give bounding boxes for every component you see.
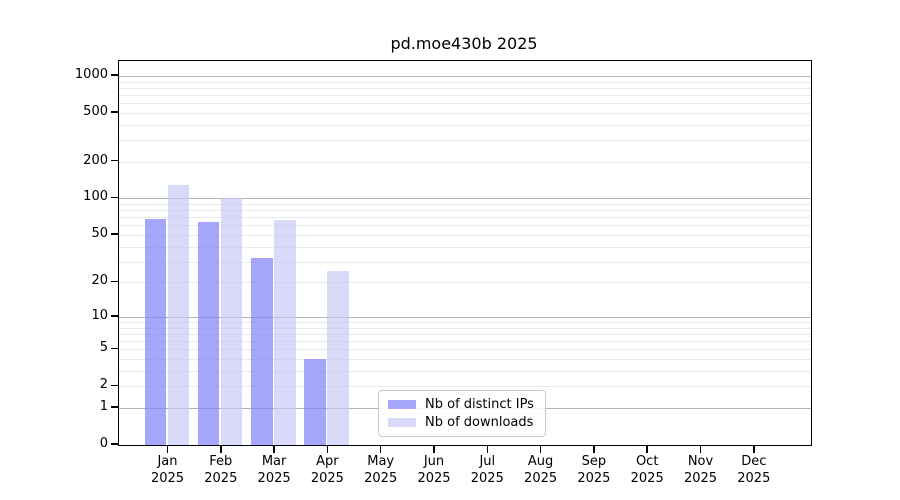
bar-apr-downloads: [327, 270, 349, 445]
y-tick-label: 200: [83, 152, 108, 168]
minor-gridline: [119, 327, 811, 329]
y-tick-label: 2: [99, 377, 108, 393]
y-tick-label: 0: [99, 436, 108, 451]
major-gridline: [119, 75, 811, 77]
y-tick-label: 1: [99, 398, 108, 414]
x-tick-label-feb: Feb 2025: [204, 454, 238, 486]
bar-jan-downloads: [167, 185, 189, 445]
y-tick-mark: [111, 233, 118, 235]
x-tick-label-jul: Jul 2025: [470, 454, 504, 486]
minor-gridline: [119, 81, 811, 83]
minor-gridline: [119, 210, 811, 212]
major-gridline: [119, 316, 811, 318]
minor-gridline: [119, 161, 811, 163]
y-tick-mark: [111, 315, 118, 317]
x-tick-mark: [646, 445, 648, 453]
x-tick-label-oct: Oct 2025: [630, 454, 664, 486]
x-tick-label-jan: Jan 2025: [150, 454, 185, 486]
minor-gridline: [119, 333, 811, 335]
legend-swatch-downloads: [388, 418, 416, 427]
bar-mar-distinct-ips: [251, 258, 273, 445]
major-gridline: [119, 198, 811, 200]
y-tick-label: 50: [91, 225, 108, 241]
minor-gridline: [119, 246, 811, 248]
y-tick-mark: [111, 406, 118, 408]
bar-jan-distinct-ips: [144, 218, 166, 445]
legend: Nb of distinct IPs Nb of downloads: [378, 390, 546, 437]
minor-gridline: [119, 322, 811, 323]
x-tick-label-aug: Aug 2025: [524, 454, 558, 486]
bar-feb-distinct-ips: [197, 222, 220, 445]
x-tick-label-apr: Apr 2025: [310, 454, 344, 486]
y-tick-mark: [111, 196, 118, 199]
x-tick-mark: [753, 445, 755, 453]
x-tick-mark: [539, 445, 542, 453]
x-tick-label-may: May 2025: [364, 454, 398, 486]
minor-gridline: [119, 225, 811, 227]
chart-title: pd.moe430b 2025: [390, 34, 538, 53]
minor-gridline: [119, 282, 811, 284]
y-tick-mark: [111, 111, 118, 113]
minor-gridline: [119, 112, 811, 114]
y-tick-label: 1000: [74, 66, 108, 82]
x-tick-mark: [699, 445, 702, 453]
minor-gridline: [119, 349, 811, 351]
y-tick-label: 500: [83, 103, 108, 119]
minor-gridline: [119, 140, 811, 142]
y-tick-mark: [111, 280, 118, 283]
y-tick-mark: [111, 384, 118, 387]
minor-gridline: [119, 234, 811, 236]
x-tick-mark: [379, 445, 382, 453]
x-tick-mark: [220, 445, 222, 453]
plot-area: [118, 60, 812, 446]
minor-gridline: [119, 359, 811, 361]
x-tick-mark: [166, 445, 169, 453]
x-tick-mark: [486, 445, 489, 453]
x-tick-mark: [593, 445, 595, 453]
y-tick-mark: [111, 347, 118, 350]
minor-gridline: [119, 217, 811, 219]
x-tick-mark: [273, 445, 275, 453]
bar-apr-distinct-ips: [304, 359, 326, 445]
x-tick-mark: [433, 445, 435, 453]
legend-swatch-distinct-ips: [388, 400, 416, 409]
minor-gridline: [119, 386, 811, 388]
minor-gridline: [119, 204, 811, 206]
bar-mar-downloads: [274, 219, 296, 445]
legend-row: Nb of downloads: [388, 415, 536, 430]
y-tick-mark: [111, 74, 118, 76]
bar-feb-downloads: [220, 198, 243, 445]
x-tick-label-dec: Dec 2025: [737, 454, 771, 486]
minor-gridline: [119, 341, 811, 343]
minor-gridline: [119, 370, 811, 372]
minor-gridline: [119, 103, 811, 105]
x-tick-label-jun: Jun 2025: [417, 454, 451, 486]
y-tick-label: 100: [83, 189, 108, 205]
x-tick-label-nov: Nov 2025: [683, 454, 718, 486]
x-tick-label-sep: Sep 2025: [577, 454, 611, 486]
minor-gridline: [119, 124, 811, 126]
y-tick-mark: [111, 443, 118, 445]
minor-gridline: [119, 261, 811, 263]
y-tick-label: 5: [99, 340, 108, 356]
x-tick-label-mar: Mar 2025: [257, 454, 291, 486]
legend-label-downloads: Nb of downloads: [425, 415, 534, 430]
y-tick-mark: [111, 159, 118, 162]
y-tick-label: 10: [91, 307, 108, 323]
legend-label-distinct-ips: Nb of distinct IPs: [425, 397, 534, 412]
legend-row: Nb of distinct IPs: [388, 397, 536, 412]
x-tick-mark: [326, 445, 329, 453]
minor-gridline: [119, 94, 811, 96]
y-tick-label: 20: [91, 273, 108, 289]
minor-gridline: [119, 87, 811, 89]
